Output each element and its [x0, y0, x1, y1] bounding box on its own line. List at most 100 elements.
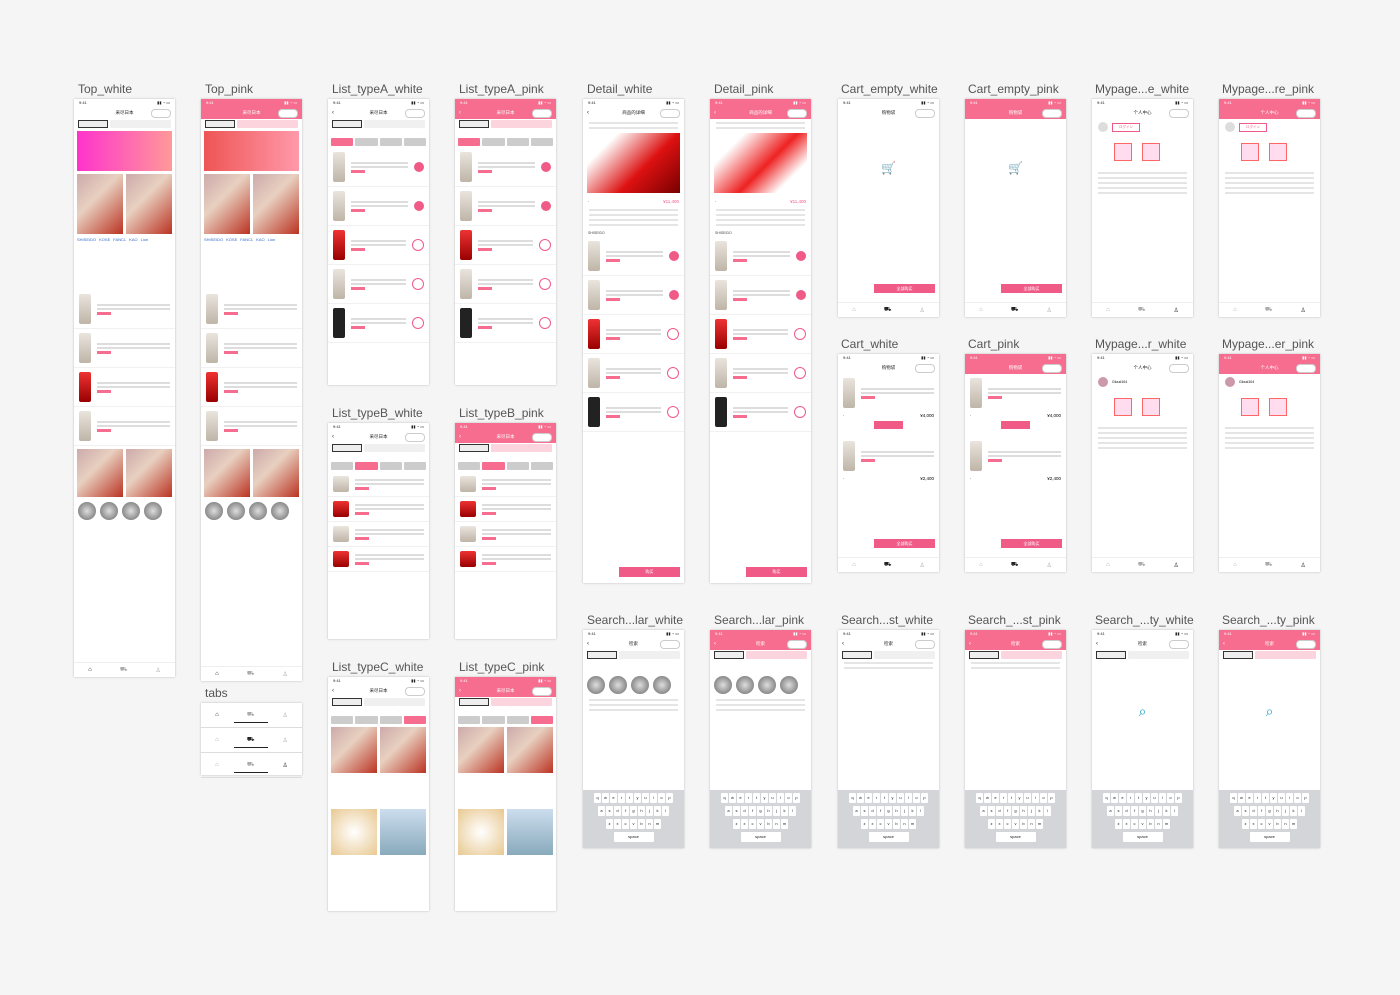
user-icon[interactable]: ♙	[919, 307, 925, 314]
cart-icon[interactable]: ⛟	[1137, 562, 1146, 568]
search-input[interactable]	[491, 698, 552, 706]
board-title: List_typeA_white	[332, 82, 423, 96]
back-icon[interactable]: ‹	[459, 110, 461, 116]
cart-icon[interactable]: ⛟	[246, 762, 255, 768]
back-icon[interactable]: ‹	[332, 434, 334, 440]
cart-icon[interactable]: ⛟	[883, 562, 892, 568]
buy-button[interactable]: 购买	[746, 567, 807, 577]
user-icon[interactable]: ♙	[282, 737, 288, 744]
cart-icon[interactable]: ⛟	[883, 307, 892, 313]
back-icon[interactable]: ‹	[587, 641, 589, 647]
add-cart-button[interactable]	[414, 162, 424, 172]
cart-icon[interactable]: ⛟	[1264, 562, 1273, 568]
add-cart-button[interactable]	[539, 317, 551, 329]
add-cart-button[interactable]	[412, 239, 424, 251]
buy-button[interactable]: 购买	[619, 567, 680, 577]
home-icon[interactable]: ⌂	[852, 562, 856, 568]
status-time: 9:41	[970, 100, 978, 105]
login-button[interactable]: ログイン	[1239, 122, 1267, 132]
home-icon[interactable]: ⌂	[1233, 562, 1237, 568]
back-icon[interactable]: ‹	[332, 110, 334, 116]
user-icon[interactable]: ♙	[919, 562, 925, 569]
home-icon[interactable]: ⌂	[852, 307, 856, 313]
banner[interactable]	[204, 131, 299, 171]
back-icon[interactable]: ‹	[459, 434, 461, 440]
add-cart-button[interactable]	[539, 239, 551, 251]
board-title: List_typeB_white	[332, 406, 423, 420]
user-icon[interactable]: ♙	[1300, 307, 1306, 314]
home-icon[interactable]: ⌂	[1233, 307, 1237, 313]
add-cart-button[interactable]	[541, 201, 551, 211]
checkout-button[interactable]: 全部购买	[1001, 539, 1062, 548]
back-icon[interactable]: ‹	[1096, 641, 1098, 647]
search-input[interactable]	[491, 444, 552, 452]
search-input[interactable]	[746, 651, 807, 659]
cart-icon[interactable]: ⛟	[246, 737, 255, 743]
home-icon[interactable]: ⌂	[1106, 562, 1110, 568]
add-cart-button[interactable]	[412, 278, 424, 290]
search-input[interactable]	[491, 120, 552, 128]
search-input[interactable]	[364, 698, 425, 706]
cart-icon[interactable]: ⛟	[1010, 307, 1019, 313]
back-icon[interactable]: ‹	[714, 641, 716, 647]
home-icon[interactable]: ⌂	[215, 737, 219, 743]
add-cart-button[interactable]	[539, 278, 551, 290]
board-title: Cart_empty_pink	[968, 82, 1059, 96]
banner[interactable]	[77, 131, 172, 171]
search-input[interactable]	[1001, 651, 1062, 659]
search-input[interactable]	[1128, 651, 1189, 659]
add-cart-button[interactable]	[414, 201, 424, 211]
board-title: Search_...st_pink	[968, 613, 1061, 627]
user-icon[interactable]: ♙	[155, 667, 161, 674]
login-button[interactable]: ログイン	[1112, 122, 1140, 132]
search-input[interactable]	[110, 120, 171, 128]
back-icon[interactable]: ‹	[332, 688, 334, 694]
search-input[interactable]	[1255, 651, 1316, 659]
home-icon[interactable]: ⌂	[215, 712, 219, 718]
cart-icon[interactable]: ⛟	[119, 667, 128, 673]
checkout-button[interactable]: 全部购买	[1001, 284, 1062, 293]
search-input[interactable]	[364, 444, 425, 452]
user-icon[interactable]: ♙	[1173, 307, 1179, 314]
search-input[interactable]	[874, 651, 935, 659]
status-time: 9:41	[1224, 100, 1232, 105]
checkout-button[interactable]: 全部购买	[874, 539, 935, 548]
cart-icon[interactable]: ⛟	[1137, 307, 1146, 313]
add-cart-button[interactable]	[412, 317, 424, 329]
home-icon[interactable]: ⌂	[215, 762, 219, 768]
home-icon[interactable]: ⌂	[215, 671, 219, 677]
cart-icon[interactable]: ⛟	[246, 671, 255, 677]
back-icon[interactable]: ‹	[459, 688, 461, 694]
cart-icon[interactable]: ⛟	[1264, 307, 1273, 313]
back-icon[interactable]: ‹	[1223, 641, 1225, 647]
home-icon[interactable]: ⌂	[979, 307, 983, 313]
user-icon[interactable]: ♙	[1300, 562, 1306, 569]
back-icon[interactable]: ‹	[587, 110, 589, 116]
user-icon[interactable]: ♙	[282, 762, 288, 769]
back-icon[interactable]: ‹	[969, 641, 971, 647]
add-cart-button[interactable]	[541, 162, 551, 172]
cart-icon[interactable]: ⛟	[1010, 562, 1019, 568]
home-icon[interactable]: ⌂	[88, 667, 92, 673]
user-icon[interactable]: ♙	[282, 712, 288, 719]
home-icon[interactable]: ⌂	[1106, 307, 1110, 313]
home-icon[interactable]: ⌂	[979, 562, 983, 568]
checkout-button[interactable]: 全部购买	[874, 284, 935, 293]
back-icon[interactable]: ‹	[842, 641, 844, 647]
user-name: Gloud104	[1239, 380, 1255, 384]
search-input[interactable]	[237, 120, 298, 128]
user-icon[interactable]: ♙	[1046, 562, 1052, 569]
user-icon[interactable]: ♙	[282, 671, 288, 678]
search-input[interactable]	[619, 651, 680, 659]
search-input[interactable]	[364, 120, 425, 128]
cart-icon[interactable]: ⛟	[246, 712, 255, 718]
user-icon[interactable]: ♙	[1046, 307, 1052, 314]
user-icon[interactable]: ♙	[1173, 562, 1179, 569]
back-icon[interactable]: ‹	[714, 110, 716, 116]
